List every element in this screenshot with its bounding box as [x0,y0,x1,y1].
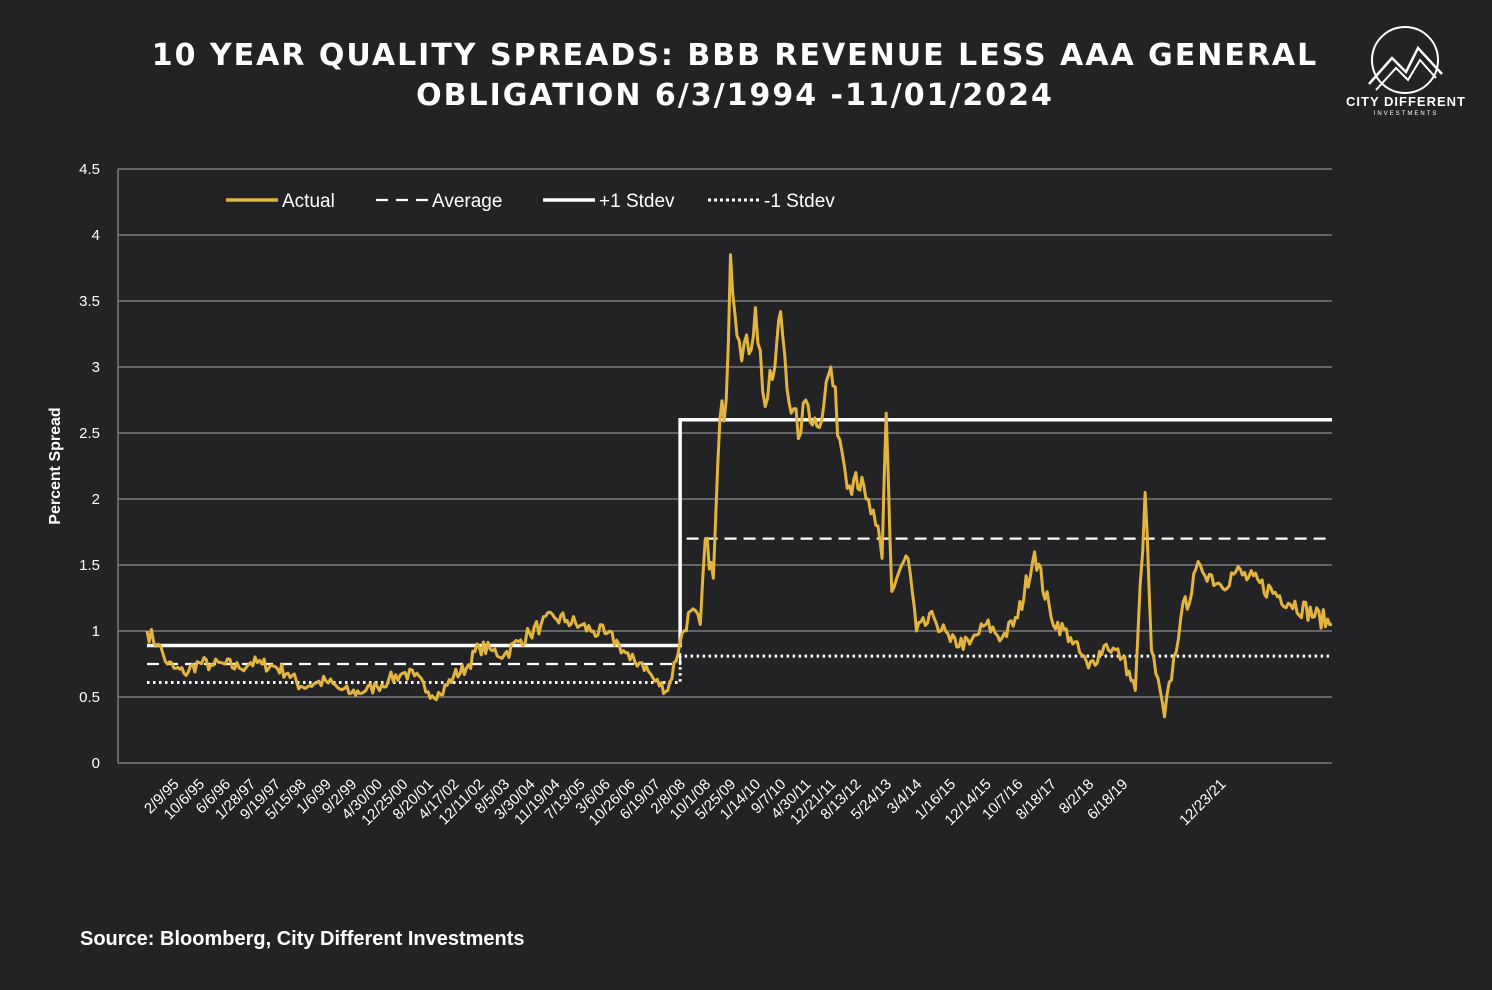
company-logo: CITY DIFFERENT INVESTMENTS [1336,18,1476,128]
y-tick-label: 4.5 [79,161,100,178]
y-tick-label: 1 [92,623,100,640]
legend: Actual Average +1 Stdev -1 Stdev [226,191,835,212]
y-tick-label: 3.5 [79,293,100,310]
legend-label--1-stdev: -1 Stdev [764,191,835,212]
y-tick-label: 1.5 [79,557,100,574]
legend-label-actual: Actual [282,191,335,212]
logo-name: CITY DIFFERENT [1346,94,1466,109]
y-tick-label: 4 [92,227,100,244]
reference-lines [147,418,1332,684]
chart-title-line-1: 10 YEAR QUALITY SPREADS: BBB REVENUE LES… [151,38,1319,73]
y-axis-label: Percent Spread [47,407,64,524]
y-tick-label: 2.5 [79,425,100,442]
y-tick-label: 2 [92,491,100,508]
grid-lines [117,168,1332,764]
y-tick-label: 0.5 [79,689,100,706]
y-tick-label: 3 [92,359,100,376]
x-tick-label: 12/23/21 [1176,776,1229,829]
chart-title: 10 YEAR QUALITY SPREADS: BBB REVENUE LES… [120,36,1350,116]
y-axis-ticks: 0 0.5 1 1.5 2 2.5 3 3.5 4 4.5 [79,161,100,772]
actual-series [145,253,1333,719]
y-tick-label: 0 [92,755,100,772]
mountain-logo-icon [1368,26,1443,94]
legend-label--1-stdev: +1 Stdev [599,191,675,212]
chart-title-line-2: OBLIGATION 6/3/1994 -11/01/2024 [416,78,1054,113]
legend-label-average: Average [432,191,502,212]
x-axis-ticks: 2/9/9510/6/956/6/961/28/979/19/975/15/98… [141,776,1229,829]
ref-line--1-stdev [147,654,1332,684]
logo-subtitle: INVESTMENTS [1373,111,1439,117]
ref-line--1-stdev [147,418,1332,648]
source-note: Source: Bloomberg, City Different Invest… [80,928,525,950]
actual-line [145,253,1333,719]
